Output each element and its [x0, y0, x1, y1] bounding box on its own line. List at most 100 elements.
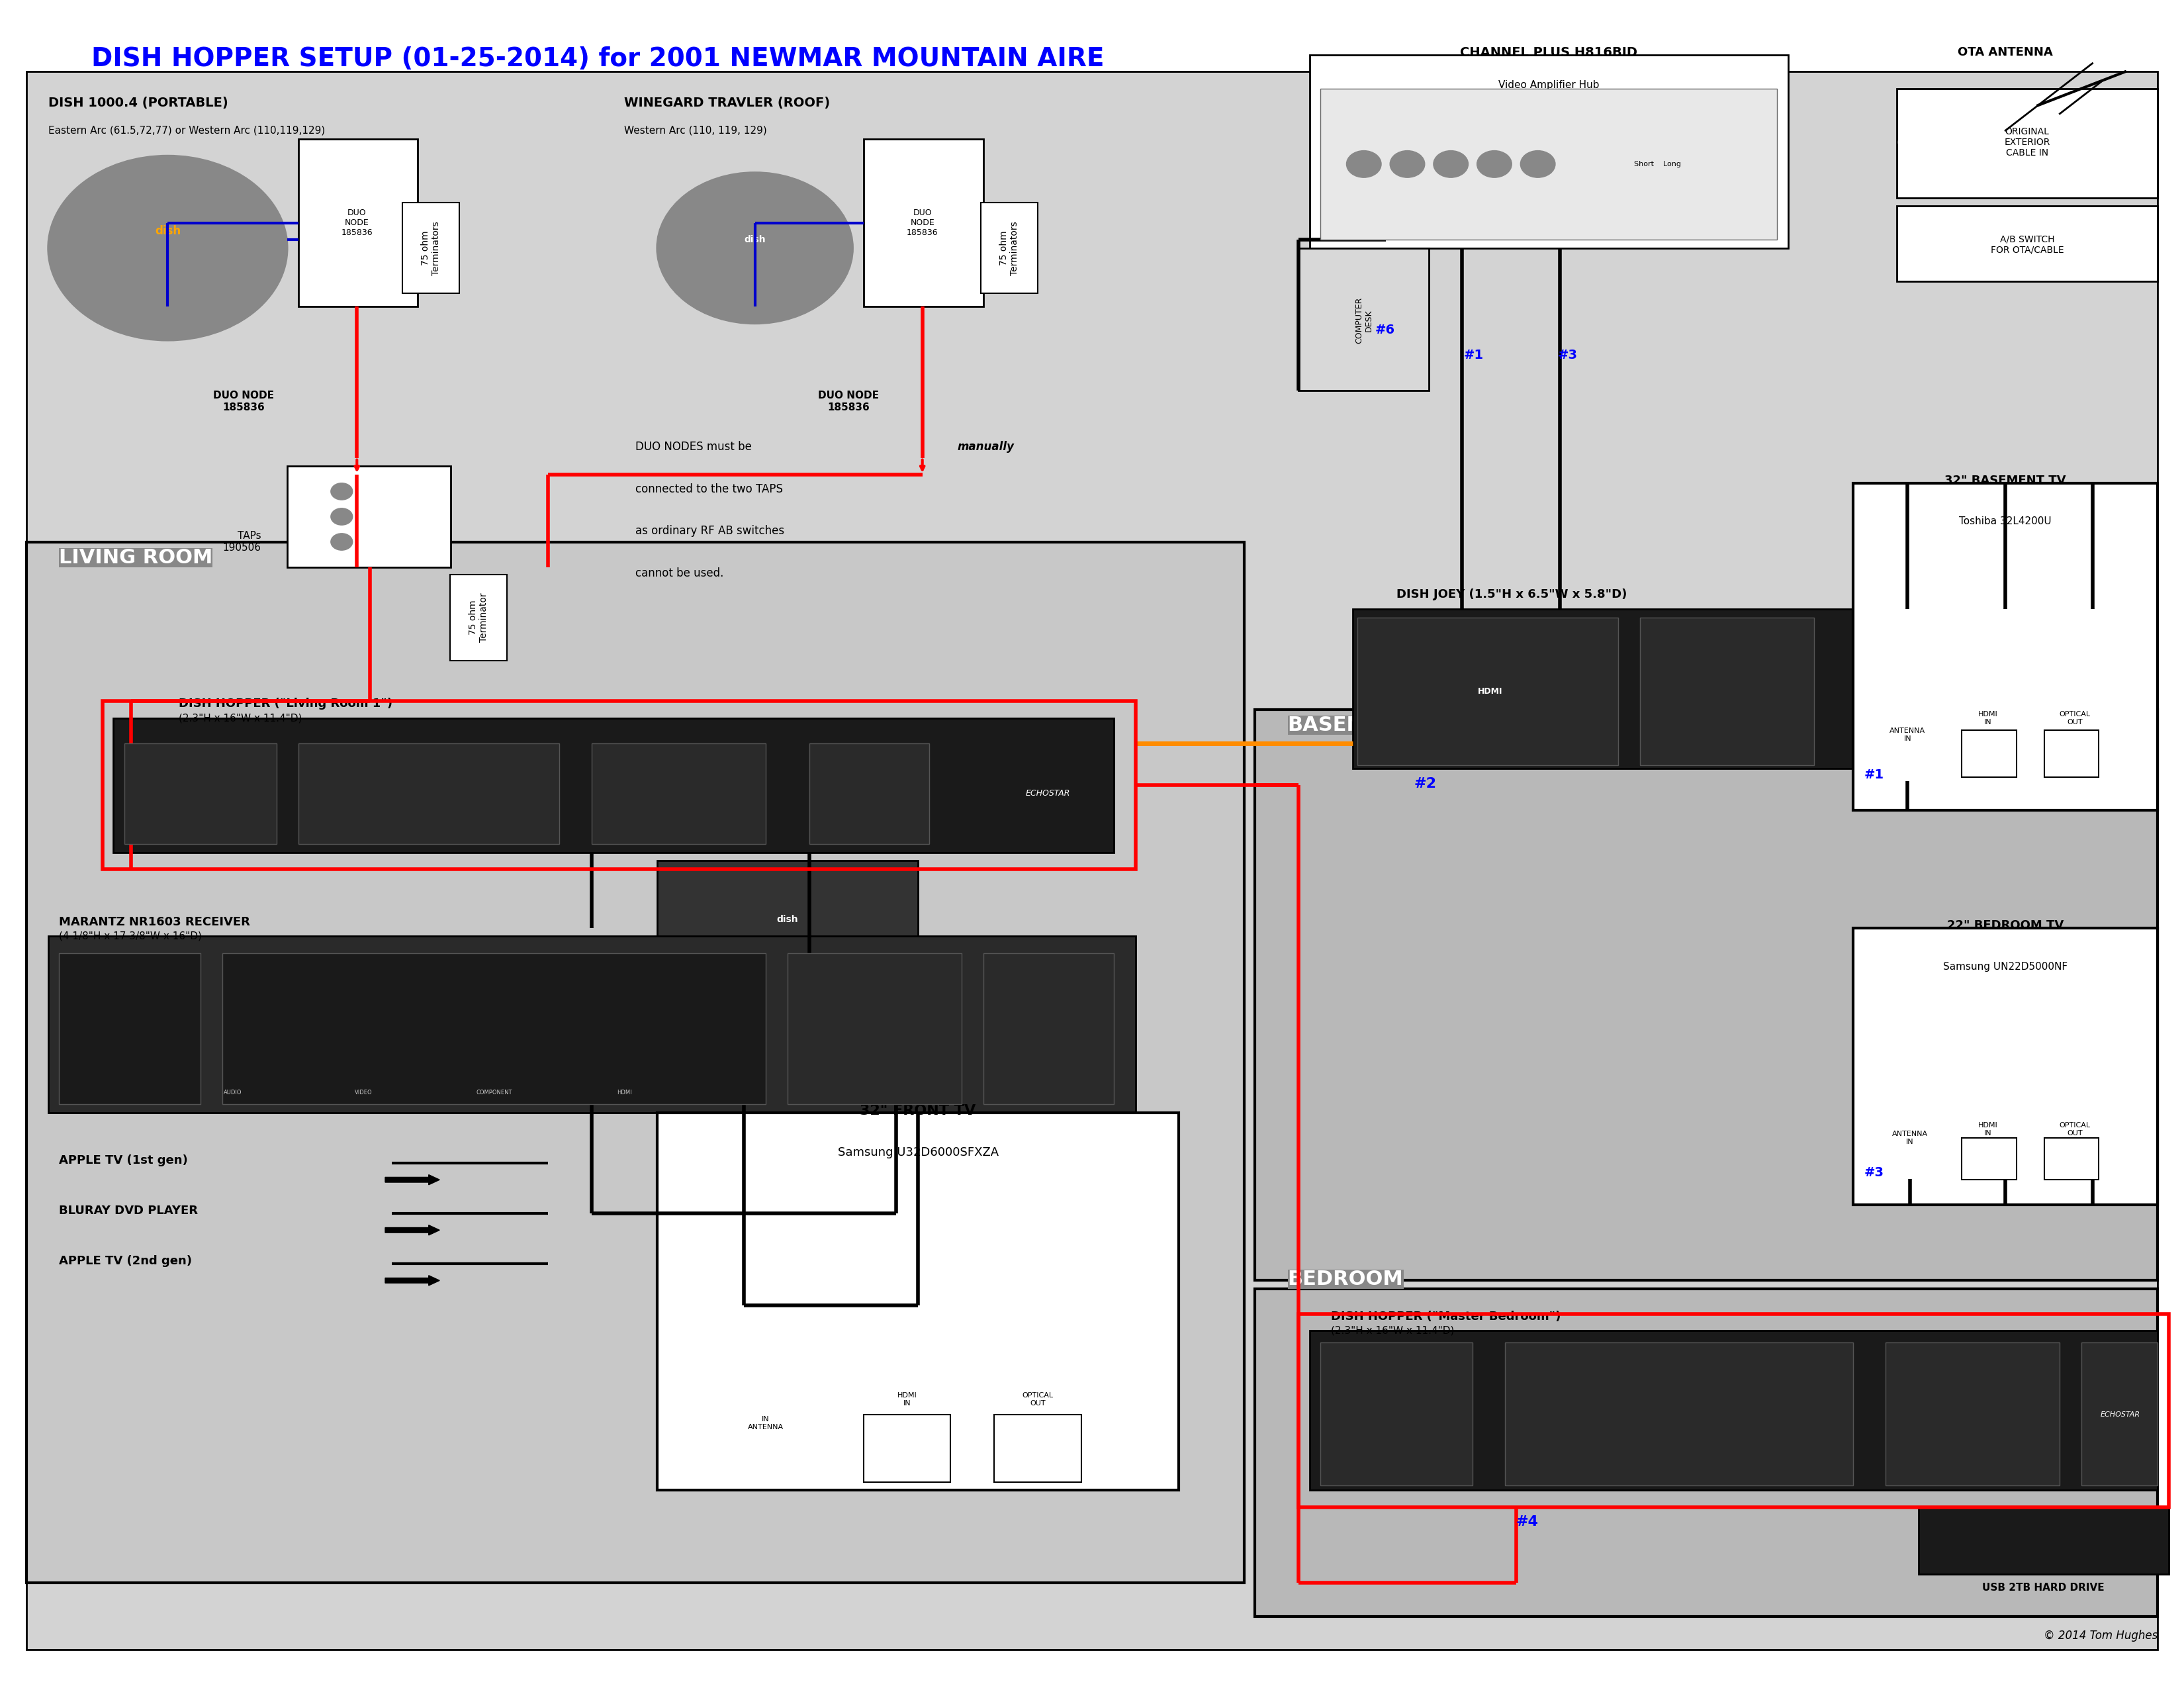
- Circle shape: [1898, 128, 1933, 155]
- FancyBboxPatch shape: [299, 743, 559, 844]
- Text: APPLE TV (1st gen): APPLE TV (1st gen): [59, 1155, 188, 1166]
- Text: #2: #2: [1413, 776, 1437, 790]
- Text: DUO NODE
185836: DUO NODE 185836: [214, 390, 275, 412]
- Text: 22" BEDROOM TV: 22" BEDROOM TV: [1948, 920, 2064, 932]
- FancyBboxPatch shape: [1961, 1138, 2016, 1180]
- FancyBboxPatch shape: [1310, 1330, 2158, 1491]
- FancyBboxPatch shape: [48, 937, 1136, 1112]
- FancyBboxPatch shape: [223, 954, 767, 1104]
- Text: ORIGINAL
EXTERIOR
CABLE IN: ORIGINAL EXTERIOR CABLE IN: [2005, 127, 2051, 157]
- Text: DISH HOPPER ("Master Bedroom"): DISH HOPPER ("Master Bedroom"): [1332, 1310, 1562, 1322]
- FancyBboxPatch shape: [592, 743, 767, 844]
- Circle shape: [1433, 150, 1468, 177]
- Circle shape: [1894, 1155, 1924, 1178]
- Text: ECHOSTAR: ECHOSTAR: [2101, 1411, 2140, 1418]
- FancyBboxPatch shape: [1854, 928, 2158, 1205]
- Text: Short    Long: Short Long: [1634, 160, 1682, 167]
- FancyBboxPatch shape: [1896, 206, 2158, 282]
- Text: 75 ohm
Terminators: 75 ohm Terminators: [1000, 221, 1020, 275]
- Text: APPLE TV (2nd gen): APPLE TV (2nd gen): [59, 1256, 192, 1268]
- Text: #3: #3: [1865, 1166, 1885, 1178]
- Text: COMPONENT: COMPONENT: [476, 1090, 511, 1096]
- Text: Western Arc (110, 119, 129): Western Arc (110, 119, 129): [625, 125, 767, 135]
- FancyBboxPatch shape: [1854, 483, 2158, 810]
- Text: 32" FRONT TV: 32" FRONT TV: [860, 1104, 976, 1117]
- Circle shape: [1891, 756, 1922, 780]
- Text: (4 1/8"H x 17 3/8"W x 16"D): (4 1/8"H x 17 3/8"W x 16"D): [59, 932, 201, 942]
- Text: (2.3"H x 16"W x 11.4"D): (2.3"H x 16"W x 11.4"D): [1332, 1325, 1455, 1335]
- FancyBboxPatch shape: [1256, 1290, 2158, 1615]
- Text: #4: #4: [1516, 1516, 1538, 1529]
- FancyBboxPatch shape: [26, 73, 2158, 1649]
- FancyBboxPatch shape: [863, 1415, 950, 1482]
- Text: dish: dish: [745, 235, 767, 245]
- Text: BEDROOM: BEDROOM: [1289, 1269, 1404, 1290]
- Text: #6: #6: [1374, 324, 1396, 336]
- Text: as ordinary RF AB switches: as ordinary RF AB switches: [636, 525, 784, 537]
- Text: DISH JOEY (1.5"H x 6.5"W x 5.8"D): DISH JOEY (1.5"H x 6.5"W x 5.8"D): [1396, 589, 1627, 601]
- FancyBboxPatch shape: [657, 1112, 1179, 1491]
- Circle shape: [330, 508, 352, 525]
- Text: LIVING ROOM: LIVING ROOM: [59, 549, 212, 567]
- Text: HDMI
IN: HDMI IN: [1979, 711, 1998, 726]
- Text: © 2014 Tom Hughes: © 2014 Tom Hughes: [2044, 1629, 2158, 1641]
- Text: DUO NODES must be: DUO NODES must be: [636, 441, 756, 452]
- FancyBboxPatch shape: [810, 743, 928, 844]
- FancyBboxPatch shape: [788, 954, 961, 1104]
- Text: ANTENNA
IN: ANTENNA IN: [1889, 728, 1926, 743]
- FancyBboxPatch shape: [2081, 1342, 2158, 1485]
- FancyBboxPatch shape: [59, 954, 201, 1104]
- FancyBboxPatch shape: [1256, 709, 2158, 1281]
- Circle shape: [48, 155, 288, 341]
- FancyBboxPatch shape: [1896, 88, 2158, 197]
- Text: DUO
NODE
185836: DUO NODE 185836: [906, 209, 939, 236]
- Text: manually: manually: [957, 441, 1013, 452]
- Text: BASEMENT: BASEMENT: [1289, 716, 1411, 734]
- Text: 75 ohm
Terminators: 75 ohm Terminators: [422, 221, 441, 275]
- Text: BLURAY DVD PLAYER: BLURAY DVD PLAYER: [59, 1205, 199, 1217]
- Circle shape: [1389, 150, 1424, 177]
- Text: 32" BASEMENT TV: 32" BASEMENT TV: [1944, 474, 2066, 486]
- Text: 75 ohm
Terminator: 75 ohm Terminator: [470, 592, 489, 641]
- Text: HDMI
IN: HDMI IN: [1979, 1123, 1998, 1136]
- Text: Samsung U32D6000SFXZA: Samsung U32D6000SFXZA: [836, 1146, 998, 1158]
- Text: WINEGARD TRAVLER (ROOF): WINEGARD TRAVLER (ROOF): [625, 96, 830, 110]
- FancyBboxPatch shape: [1918, 1507, 2169, 1575]
- FancyBboxPatch shape: [1356, 618, 1618, 765]
- FancyBboxPatch shape: [114, 717, 1114, 852]
- Text: CHANNEL PLUS H816BID: CHANNEL PLUS H816BID: [1461, 47, 1638, 59]
- FancyBboxPatch shape: [863, 138, 983, 307]
- Text: MARANTZ NR1603 RECEIVER: MARANTZ NR1603 RECEIVER: [59, 917, 251, 928]
- Text: HDMI
IN: HDMI IN: [898, 1393, 917, 1406]
- Circle shape: [756, 1443, 791, 1470]
- Circle shape: [330, 533, 352, 550]
- Text: (2.3"H x 16"W x 11.4"D): (2.3"H x 16"W x 11.4"D): [179, 712, 301, 722]
- Circle shape: [330, 483, 352, 500]
- Text: HDMI: HDMI: [1479, 687, 1503, 695]
- FancyBboxPatch shape: [1505, 1342, 1854, 1485]
- FancyBboxPatch shape: [1885, 1342, 2060, 1485]
- FancyArrow shape: [384, 1276, 439, 1286]
- FancyBboxPatch shape: [26, 542, 1245, 1583]
- Circle shape: [1476, 150, 1511, 177]
- Text: DUO
NODE
185836: DUO NODE 185836: [341, 209, 373, 236]
- FancyBboxPatch shape: [2044, 1138, 2099, 1180]
- Text: cannot be used.: cannot be used.: [636, 567, 723, 579]
- Text: dish: dish: [778, 915, 799, 925]
- Text: #1: #1: [1865, 768, 1885, 782]
- Text: AUDIO: AUDIO: [223, 1090, 242, 1096]
- FancyBboxPatch shape: [1352, 609, 1907, 768]
- Text: IN
ANTENNA: IN ANTENNA: [747, 1416, 784, 1430]
- Text: OPTICAL
OUT: OPTICAL OUT: [2060, 711, 2090, 726]
- Text: HDMI: HDMI: [616, 1090, 631, 1096]
- FancyArrow shape: [384, 1225, 439, 1236]
- FancyBboxPatch shape: [1321, 88, 1778, 240]
- FancyBboxPatch shape: [994, 1415, 1081, 1482]
- Circle shape: [657, 172, 852, 324]
- Text: Samsung UN22D5000NF: Samsung UN22D5000NF: [1944, 962, 2068, 972]
- Text: Eastern Arc (61.5,72,77) or Western Arc (110,119,129): Eastern Arc (61.5,72,77) or Western Arc …: [48, 125, 325, 135]
- Text: connected to the two TAPS: connected to the two TAPS: [636, 483, 782, 495]
- Text: DISH HOPPER ("Living Room 1"): DISH HOPPER ("Living Room 1"): [179, 697, 393, 709]
- Text: A/B SWITCH
FOR OTA/CABLE: A/B SWITCH FOR OTA/CABLE: [1990, 235, 2064, 255]
- FancyArrow shape: [384, 1175, 439, 1185]
